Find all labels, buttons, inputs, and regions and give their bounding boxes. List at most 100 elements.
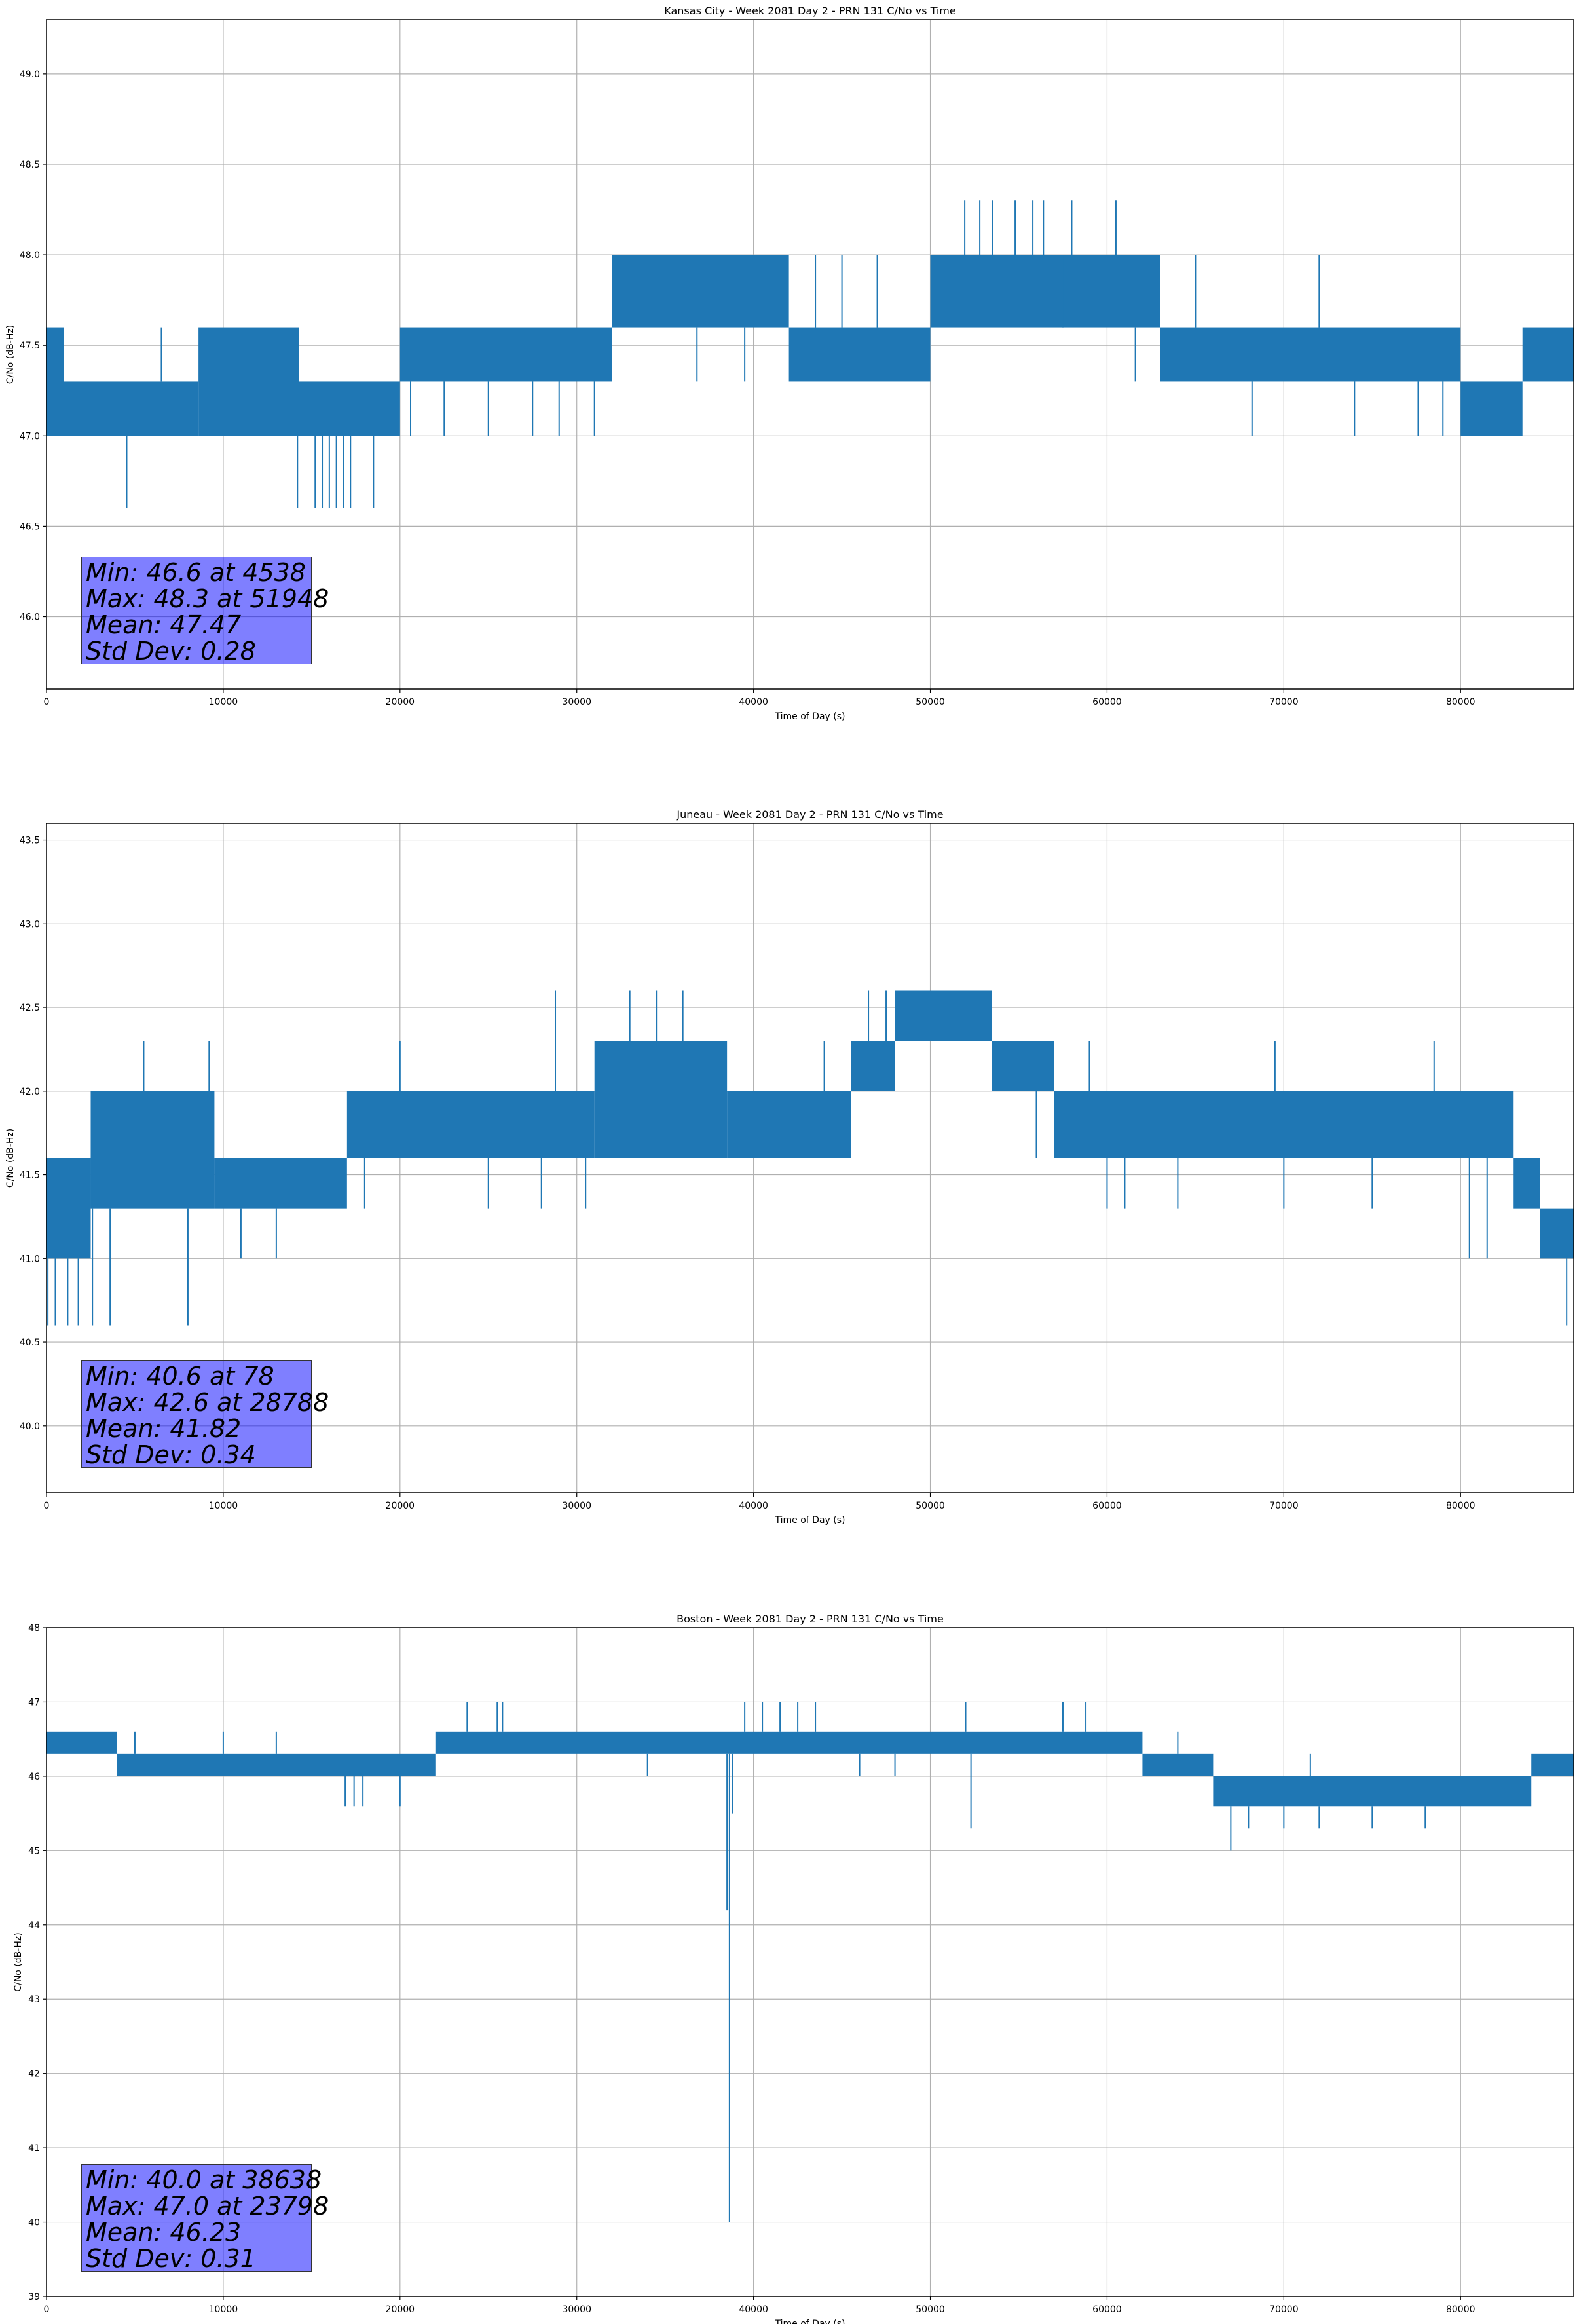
data-band: [435, 1731, 1143, 1754]
data-band: [788, 327, 931, 382]
y-tick-label: 42.5: [20, 1003, 40, 1013]
y-tick-label: 43: [28, 1995, 40, 2005]
x-tick-label: 20000: [386, 2304, 415, 2315]
y-tick-label: 43.0: [20, 919, 40, 929]
plot-frame: [46, 19, 1574, 690]
x-tick-label: 30000: [562, 1501, 591, 1511]
data-band: [1160, 327, 1461, 382]
plot-frame: [46, 1627, 1574, 2297]
x-tick-label: 70000: [1269, 1501, 1299, 1511]
data-band: [1513, 1158, 1540, 1209]
data-band: [90, 1091, 215, 1209]
data-band: [1213, 1776, 1532, 1807]
data-band: [46, 327, 64, 436]
data-band: [727, 1091, 851, 1158]
stats-box-juneau: Min: 40.6 at 78 Max: 42.6 at 28788 Mean:…: [81, 1360, 329, 1469]
x-tick-label: 50000: [916, 1501, 945, 1511]
data-band: [1460, 381, 1523, 436]
x-tick-label: 20000: [386, 1501, 415, 1511]
y-tick-label: 47.0: [20, 431, 40, 441]
stat-max: Max: 48.3 at 51948: [86, 584, 329, 613]
x-tick-label: 10000: [209, 1501, 238, 1511]
data-band: [117, 1753, 436, 1776]
y-tick-label: 47: [28, 1697, 40, 1708]
x-tick-label: 20000: [386, 697, 415, 707]
y-tick-label: 43.5: [20, 836, 40, 846]
y-tick-label: 46.5: [20, 521, 40, 532]
x-tick-label: 40000: [739, 2304, 768, 2315]
data-band: [214, 1158, 347, 1209]
stat-min: Min: 46.6 at 4538: [86, 558, 306, 587]
y-tick-label: 40.0: [20, 1421, 40, 1432]
stat-min: Min: 40.0 at 38638: [86, 2165, 322, 2194]
x-tick-label: 10000: [209, 2304, 238, 2315]
y-tick-label: 42.0: [20, 1087, 40, 1097]
data-band: [930, 255, 1160, 328]
x-tick-label: 50000: [916, 697, 945, 707]
stat-min: Min: 40.6 at 78: [86, 1362, 274, 1391]
data-band: [1522, 327, 1574, 382]
data-band: [851, 1041, 895, 1091]
y-tick-label: 48.0: [20, 250, 40, 261]
data-band: [1054, 1091, 1514, 1158]
x-tick-label: 30000: [562, 697, 591, 707]
x-tick-label: 30000: [562, 2304, 591, 2315]
stat-std-dev: Std Dev: 0.34: [86, 1440, 256, 1469]
x-tick-label: 80000: [1446, 2304, 1475, 2315]
x-axis-label: Time of Day (s): [775, 1515, 845, 1526]
chart-title: Kansas City - Week 2081 Day 2 - PRN 131 …: [664, 5, 955, 17]
chart-kansas-city: 0 10000 20000 30000 40000 50000 60000 70000 8000…: [5, 5, 1574, 722]
x-tick-label: 50000: [916, 2304, 945, 2315]
data-band: [346, 1091, 595, 1158]
y-tick-label: 42: [28, 2069, 40, 2080]
stat-mean: Mean: 47.47: [86, 610, 242, 639]
y-tick-label: 46: [28, 1772, 40, 1782]
chart-title: Juneau - Week 2081 Day 2 - PRN 131 C/No …: [676, 808, 943, 821]
chart-juneau: 0 10000 20000 30000 40000 50000 60000 70000 8000…: [5, 808, 1574, 1526]
y-axis-label: C/No (dB-Hz): [13, 1932, 24, 1991]
stats-box-kansas-city: Min: 46.6 at 4538 Max: 48.3 at 51948 Mea…: [81, 557, 329, 665]
x-tick-label: 10000: [209, 697, 238, 707]
y-axis-label: C/No (dB-Hz): [5, 325, 16, 384]
x-tick-label: 40000: [739, 697, 768, 707]
stats-box-boston: Min: 40.0 at 38638 Max: 47.0 at 23798 Me…: [81, 2164, 329, 2273]
data-band: [1531, 1753, 1574, 1776]
x-tick-label: 70000: [1269, 697, 1299, 707]
chart-title: Boston - Week 2081 Day 2 - PRN 131 C/No …: [677, 1613, 944, 1625]
x-tick-label: 40000: [739, 1501, 768, 1511]
y-tick-label: 40: [28, 2218, 40, 2228]
x-tick-label: 60000: [1092, 1501, 1122, 1511]
x-tick-label: 60000: [1092, 2304, 1122, 2315]
stat-max: Max: 42.6 at 28788: [86, 1388, 329, 1417]
y-tick-label: 39: [28, 2292, 40, 2302]
data-band: [612, 255, 789, 328]
data-band: [1540, 1208, 1574, 1259]
data-band: [46, 1158, 91, 1259]
data-band: [594, 1041, 728, 1158]
x-tick-label: 0: [44, 1501, 50, 1511]
stat-std-dev: Std Dev: 0.28: [86, 637, 256, 665]
x-axis-label: Time of Day (s): [775, 711, 845, 722]
x-tick-label: 60000: [1092, 697, 1122, 707]
stat-mean: Mean: 46.23: [86, 2218, 242, 2247]
y-tick-label: 47.5: [20, 341, 40, 351]
data-band: [992, 1041, 1054, 1091]
chart-boston: 0 10000 20000 30000 40000 50000 60000 70000 8000…: [13, 1613, 1574, 2324]
x-axis-label: Time of Day (s): [775, 2319, 845, 2324]
y-tick-label: 46.0: [20, 612, 40, 623]
y-tick-label: 41: [28, 2143, 40, 2154]
x-tick-label: 80000: [1446, 1501, 1475, 1511]
data-band: [299, 381, 400, 436]
y-tick-label: 44: [28, 1921, 40, 1931]
stat-std-dev: Std Dev: 0.31: [86, 2244, 256, 2273]
y-tick-label: 49.0: [20, 69, 40, 80]
stat-max: Max: 47.0 at 23798: [86, 2192, 329, 2221]
plot-frame: [46, 823, 1574, 1493]
x-tick-label: 70000: [1269, 2304, 1299, 2315]
y-tick-label: 48: [28, 1623, 40, 1634]
x-tick-label: 0: [44, 697, 50, 707]
y-tick-label: 45: [28, 1846, 40, 1856]
y-tick-label: 40.5: [20, 1338, 40, 1348]
data-band: [64, 381, 199, 436]
